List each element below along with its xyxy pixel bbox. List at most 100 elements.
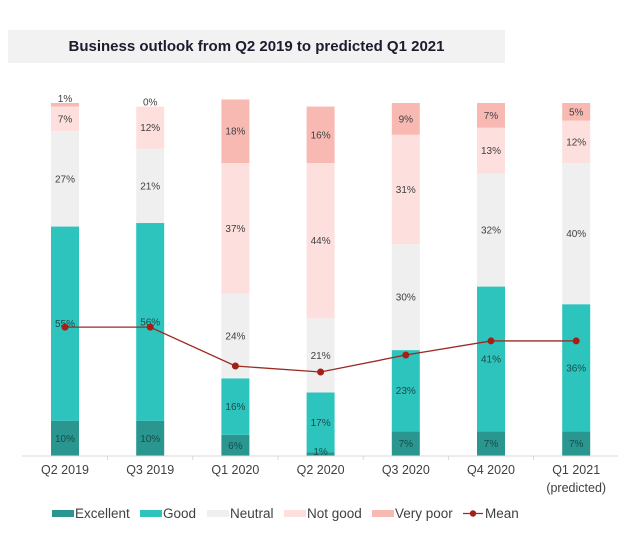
bar-segment-neutral [477,173,505,287]
chart-title: Business outlook from Q2 2019 to predict… [68,38,445,55]
data-label: 12% [140,123,160,134]
bar-segment-very-poor [221,99,250,164]
mean-point [572,337,580,345]
bar-segment-not-good [391,134,420,245]
data-label: 13% [481,146,501,157]
data-label: 1% [58,94,73,105]
bar-segment-neutral [562,163,591,305]
bar-segment-very-poor [51,103,79,107]
bar-segment-good [51,226,79,421]
data-label: 0% [143,98,158,109]
data-label: 24% [225,331,245,342]
data-label: 7% [484,111,499,122]
data-label: 7% [569,439,584,450]
data-label: 21% [140,181,160,192]
legend-swatch-good [140,510,162,517]
x-tick-label: Q1 2021 [552,463,600,477]
data-label: 40% [566,229,586,240]
bar-segment-good [221,378,250,435]
data-label: 1% [313,447,328,458]
data-label: 36% [566,363,586,374]
segment-labels-layer: 10%55%27%7%1%10%56%21%12%0%6%16%24%37%18… [55,94,586,458]
bar-segment-excellent [477,431,505,456]
data-label: 16% [225,402,245,413]
data-label: 44% [311,236,331,247]
bar-segment-not-good [562,120,591,164]
bar-segment-good [306,392,335,453]
data-label: 16% [311,130,331,141]
bar-segment-not-good [136,106,165,149]
x-tick-label: Q3 2020 [382,463,430,477]
mean-point [61,323,69,331]
legend-label-mean: Mean [485,506,519,521]
x-axis: Q2 2019 Q3 2019 Q1 2020 Q2 2020 Q3 2020 Q4 20… [22,455,618,495]
x-tick-label: Q2 2020 [297,463,345,477]
x-tick-label: Q4 2020 [467,463,515,477]
bar-segment-excellent [51,420,79,456]
legend-label-not-good: Not good [307,506,362,521]
data-label: 27% [55,174,75,185]
legend-label-excellent: Excellent [75,506,130,521]
bar-segment-excellent [562,431,591,456]
legend-swatch-not-good [284,510,306,517]
bar-segment-neutral [391,244,420,351]
legend-label-neutral: Neutral [230,506,274,521]
bar-segment-not-good [51,106,79,132]
mean-point [146,323,154,331]
data-label: 12% [566,137,586,148]
bar-segment-good [136,223,165,421]
bar-segment-excellent [391,431,420,456]
bar-segment-neutral [136,148,165,224]
legend: Excellent Good Neutral Not good Very poor Mea… [52,506,519,521]
bar-segment-good [477,286,505,432]
bar-segment-not-good [477,127,505,174]
data-label: 6% [228,441,243,452]
data-label: 18% [225,127,245,138]
data-label: 10% [140,434,160,445]
data-label: 10% [55,434,75,445]
mean-point [317,368,325,376]
mean-point [487,337,495,345]
bar-segment-excellent [136,420,165,456]
legend-label-very-poor: Very poor [395,506,453,521]
data-label: 56% [140,317,160,328]
bar-segment-very-poor [391,103,420,135]
data-label: 32% [481,226,501,237]
data-label: 7% [399,439,414,450]
data-label: 37% [225,224,245,235]
legend-swatch-neutral [207,510,229,517]
bar-segment-excellent [306,452,335,456]
bars-layer [51,99,591,456]
bar-segment-very-poor [306,106,335,164]
bar-segment-very-poor [562,103,591,121]
bar-segment-neutral [51,131,79,227]
data-label: 7% [484,439,499,450]
legend-swatch-excellent [52,510,74,517]
legend-swatch-very-poor [372,510,394,517]
data-label: 5% [569,107,584,118]
bar-segment-not-good [306,163,335,319]
data-label: 31% [396,185,416,196]
bar-segment-very-poor [477,103,505,128]
x-tick-label: Q1 2020 [211,463,259,477]
bar-segment-excellent [221,434,250,456]
title-background [8,30,505,63]
bar-segment-not-good [221,163,250,294]
x-tick-sublabel: (predicted) [546,481,606,495]
mean-line-layer [61,323,580,376]
x-tick-label: Q3 2019 [126,463,174,477]
bar-segment-neutral [306,318,335,393]
bar-segment-good [391,350,420,432]
data-label: 41% [481,354,501,365]
data-label: 9% [399,114,414,125]
data-label: 30% [396,293,416,304]
legend-swatch-mean-marker [469,510,477,517]
data-label: 21% [311,351,331,362]
mean-point [231,362,239,370]
legend-label-good: Good [163,506,196,521]
x-tick-label: Q2 2019 [41,463,89,477]
mean-point [402,351,410,359]
bar-segment-good [562,304,591,432]
data-label: 17% [311,418,331,429]
